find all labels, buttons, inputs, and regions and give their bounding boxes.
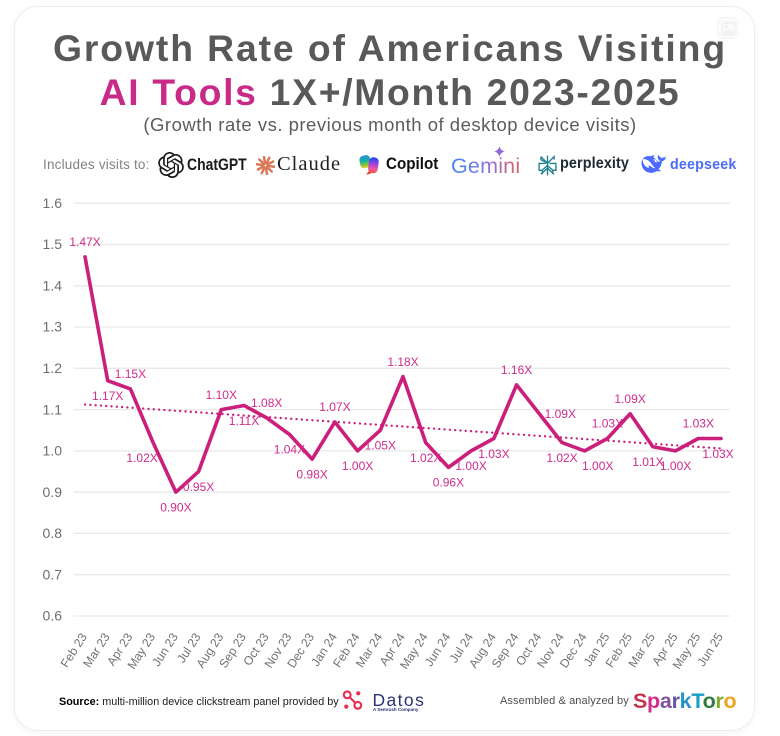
svg-text:0.6: 0.6 <box>43 608 63 624</box>
svg-text:1.07X: 1.07X <box>319 400 350 414</box>
svg-text:1.1: 1.1 <box>43 401 63 417</box>
svg-text:0.7: 0.7 <box>43 566 63 582</box>
svg-text:1.4: 1.4 <box>43 278 63 294</box>
svg-text:1.10X: 1.10X <box>206 388 237 402</box>
svg-text:1.02X: 1.02X <box>410 451 441 465</box>
svg-text:1.05X: 1.05X <box>365 439 396 453</box>
svg-text:1.00X: 1.00X <box>660 459 691 473</box>
svg-text:1.00X: 1.00X <box>455 459 486 473</box>
svg-text:1.15X: 1.15X <box>115 367 146 381</box>
svg-text:1.17X: 1.17X <box>92 389 123 403</box>
svg-text:1.00X: 1.00X <box>342 459 373 473</box>
svg-text:1.3: 1.3 <box>43 319 63 335</box>
svg-text:1.6: 1.6 <box>43 195 63 211</box>
svg-text:0.95X: 0.95X <box>183 480 214 494</box>
svg-text:1.09X: 1.09X <box>614 392 645 406</box>
svg-text:1.08X: 1.08X <box>251 396 282 410</box>
svg-text:1.2: 1.2 <box>43 360 63 376</box>
svg-text:0.9: 0.9 <box>43 484 63 500</box>
svg-text:1.00X: 1.00X <box>582 459 613 473</box>
svg-text:1.03X: 1.03X <box>592 417 623 431</box>
svg-text:1.03X: 1.03X <box>702 447 733 461</box>
svg-text:0.90X: 0.90X <box>160 501 191 515</box>
svg-text:1.03X: 1.03X <box>478 447 509 461</box>
svg-text:1.0: 1.0 <box>43 443 63 459</box>
svg-text:1.03X: 1.03X <box>683 417 714 431</box>
svg-text:0.98X: 0.98X <box>296 467 327 481</box>
svg-text:1.11X: 1.11X <box>229 414 259 428</box>
svg-text:0.8: 0.8 <box>43 525 63 541</box>
svg-text:1.47X: 1.47X <box>69 235 100 249</box>
svg-text:0.96X: 0.96X <box>433 476 464 490</box>
svg-text:1.5: 1.5 <box>43 236 63 252</box>
svg-text:1.01X: 1.01X <box>632 455 663 469</box>
svg-text:1.02X: 1.02X <box>126 451 157 465</box>
svg-text:1.02X: 1.02X <box>546 451 577 465</box>
svg-text:1.09X: 1.09X <box>545 407 576 421</box>
svg-text:1.04X: 1.04X <box>274 443 305 457</box>
svg-text:1.16X: 1.16X <box>501 363 532 377</box>
svg-text:1.18X: 1.18X <box>387 355 418 369</box>
